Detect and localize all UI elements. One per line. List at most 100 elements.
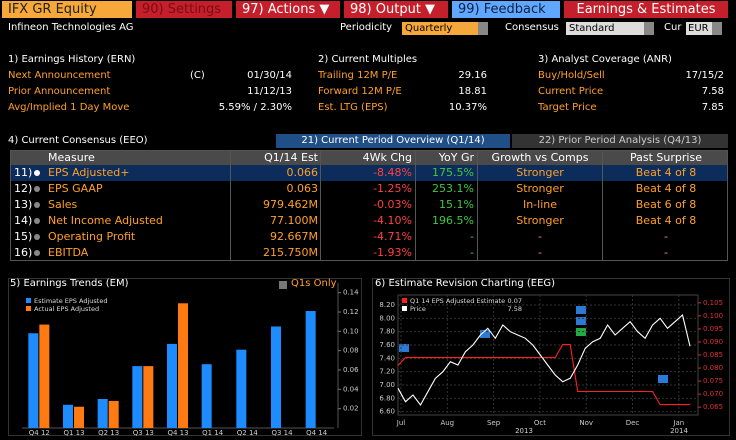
radio — [34, 202, 40, 208]
y2-tick-label: 0.075 — [703, 377, 723, 385]
event-flag — [576, 328, 586, 336]
consensus-select[interactable]: Standard — [566, 22, 644, 35]
bar — [305, 311, 316, 428]
table-cell: Beat 6 of 8 — [635, 198, 697, 211]
settings-button[interactable]: 90) Settings — [136, 1, 232, 18]
field-value: 5.59% / 2.30% — [218, 102, 292, 113]
panel — [8, 278, 362, 436]
dropdown-button[interactable] — [644, 22, 654, 35]
table-cell: - — [470, 246, 474, 259]
table-border — [10, 150, 728, 261]
periodicity-select[interactable]: Quarterly — [402, 22, 478, 35]
y-tick-label: 0.02 — [343, 405, 359, 413]
table-cell: Stronger — [516, 214, 564, 227]
legend-value: 7.58 — [508, 305, 522, 313]
column-header: YoY Gr — [438, 151, 474, 164]
y-tick-label: 7.00 — [379, 381, 395, 389]
periodicity-label: Periodicity — [340, 22, 393, 33]
radio — [34, 170, 40, 176]
output-menu[interactable]: 98) Output ▼ — [344, 1, 448, 18]
table-cell: Stronger — [516, 182, 564, 195]
table-cell: 92.667M — [270, 230, 318, 243]
currency-select[interactable]: EUR — [686, 22, 712, 35]
x-tick-label: Aug — [440, 419, 454, 427]
y2-tick-label: 0.070 — [703, 390, 723, 398]
event-flag — [576, 306, 586, 314]
field-label: Target Price — [538, 102, 597, 113]
x-tick-label: Q4 14 — [306, 429, 328, 437]
field-label: Avg/Implied 1 Day Move — [8, 102, 130, 113]
x-tick-label: Q3 14 — [271, 429, 293, 437]
y2-tick-label: 0.080 — [703, 364, 723, 372]
table-cell: EPS Adjusted+ — [48, 166, 130, 179]
table-cell: 196.5% — [432, 214, 474, 227]
legend-label: Price — [410, 305, 426, 313]
table-cell: - — [664, 230, 668, 243]
bar — [236, 349, 247, 428]
radio — [34, 234, 40, 240]
row-number: 14) — [14, 214, 33, 227]
y2-tick-label: 0.085 — [703, 351, 723, 359]
company-name: Infineon Technologies AG — [8, 22, 134, 33]
table-cell: Stronger — [516, 166, 564, 179]
table-header-bg — [10, 150, 728, 165]
field-value: 18.81 — [458, 86, 487, 97]
y-tick-label: 0.06 — [343, 366, 359, 374]
y-tick-label: 0.04 — [343, 385, 359, 393]
bar — [108, 400, 119, 428]
section-title: 4) Current Consensus (EEO) — [8, 135, 148, 146]
field-value: 7.58 — [701, 86, 724, 97]
cur-label: Cur — [664, 22, 682, 33]
dropdown-button[interactable] — [712, 22, 722, 35]
table-cell: 175.5% — [432, 166, 474, 179]
tab[interactable]: 22) Prior Period Analysis (Q4/13) — [512, 134, 728, 148]
chart-title: 6) Estimate Revision Charting (EEG) — [375, 278, 556, 289]
table-cell: Net Income Adjusted — [48, 214, 163, 227]
bar — [143, 366, 154, 428]
x-tick-label: Q1 13 — [63, 429, 84, 437]
y-tick-label: 7.60 — [379, 341, 395, 349]
radio — [34, 250, 40, 256]
field-label: Trailing 12M P/E — [318, 70, 398, 81]
row-number: 11) — [14, 166, 33, 179]
checkbox-label: Q1s Only — [291, 278, 337, 289]
tab-active[interactable]: 21) Current Period Overview (Q1/14) — [276, 134, 510, 148]
y2-tick-label: 0.065 — [703, 403, 723, 411]
x-tick-label: Q4 13 — [167, 429, 188, 437]
table-cell: - — [470, 230, 474, 243]
y-tick-label: 7.80 — [379, 328, 395, 336]
table-cell: - — [538, 246, 542, 259]
field-label: Current Price — [538, 86, 604, 97]
row-number: 16) — [14, 246, 33, 259]
table-cell: 979.462M — [263, 198, 318, 211]
year-label: 2014 — [670, 427, 688, 435]
field-value: 11/12/13 — [247, 86, 292, 97]
column-divider — [415, 150, 416, 261]
bar — [271, 326, 281, 428]
field-label: Forward 12M P/E — [318, 86, 402, 97]
table-cell: 0.066 — [286, 166, 319, 179]
y-tick-label: 0.10 — [343, 327, 359, 335]
y-tick-label: 0.12 — [343, 308, 359, 316]
table-cell: - — [664, 246, 668, 259]
field-value: 01/30/14 — [247, 70, 292, 81]
actions-menu[interactable]: 97) Actions ▼ — [236, 1, 340, 18]
field-label: Buy/Hold/Sell — [538, 70, 605, 81]
ticker[interactable]: IFX GR Equity — [2, 1, 132, 18]
legend-swatch — [402, 306, 407, 311]
plot-border — [397, 294, 699, 416]
bar — [132, 366, 143, 428]
y-tick-label: 0.14 — [343, 289, 359, 297]
legend-label: Q1 14 EPS Adjusted Estimate — [410, 297, 505, 305]
series-line — [397, 313, 691, 407]
x-tick-label: Q2 14 — [237, 429, 259, 437]
feedback-button[interactable]: 99) Feedback — [452, 1, 560, 18]
row-highlight — [11, 165, 727, 181]
bar — [201, 364, 212, 428]
dropdown-button[interactable] — [478, 22, 488, 35]
row-number: 13) — [14, 198, 33, 211]
table-cell: Beat 4 of 8 — [635, 214, 697, 227]
row-number: 15) — [14, 230, 33, 243]
row-number: 12) — [14, 182, 33, 195]
event-flag — [576, 317, 586, 325]
